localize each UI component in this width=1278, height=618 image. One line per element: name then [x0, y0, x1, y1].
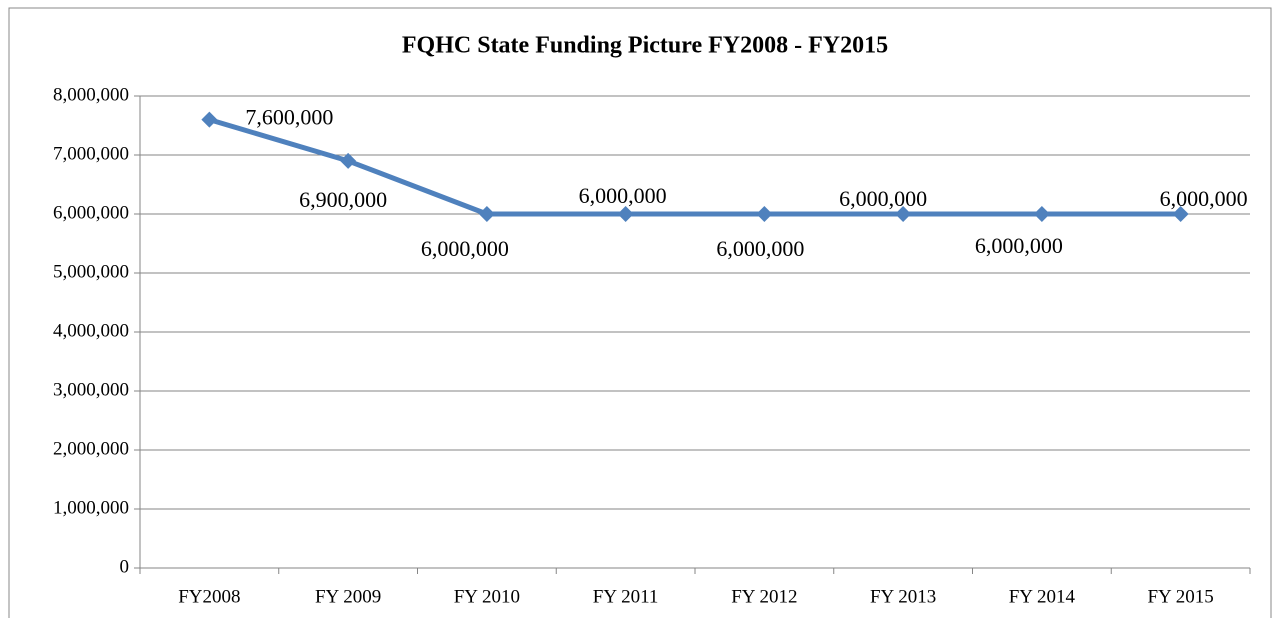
data-label: 6,000,000	[975, 233, 1063, 258]
marker	[201, 111, 218, 128]
marker	[1033, 206, 1050, 222]
x-tick-label: FY 2015	[1147, 586, 1213, 607]
marker	[1172, 206, 1189, 222]
y-tick-label: 4,000,000	[53, 320, 129, 341]
x-tick-label: FY 2010	[454, 586, 520, 607]
x-tick-label: FY 2013	[870, 586, 936, 607]
y-tick-label: 1,000,000	[53, 497, 129, 518]
marker	[756, 206, 773, 222]
marker	[617, 206, 634, 222]
data-label: 6,000,000	[421, 236, 509, 261]
data-label: 7,600,000	[245, 105, 333, 130]
y-tick-label: 7,000,000	[53, 143, 129, 164]
y-tick-label: 6,000,000	[53, 202, 129, 223]
y-tick-label: 5,000,000	[53, 261, 129, 282]
data-label: 6,000,000	[839, 186, 927, 211]
marker	[478, 206, 495, 222]
marker	[895, 206, 912, 222]
data-label: 6,000,000	[1160, 186, 1248, 211]
y-tick-label: 8,000,000	[53, 84, 129, 105]
y-tick-label: 2,000,000	[53, 438, 129, 459]
marker	[340, 152, 357, 169]
y-tick-label: 3,000,000	[53, 379, 129, 400]
x-tick-label: FY 2009	[315, 586, 381, 607]
x-tick-label: FY 2014	[1009, 586, 1076, 607]
x-tick-label: FY 2012	[731, 586, 797, 607]
series-line	[208, 117, 1181, 217]
chart-border	[8, 7, 1272, 618]
y-tick-label: 0	[120, 556, 130, 577]
chart-title: FQHC State Funding Picture FY2008 - FY20…	[402, 33, 888, 59]
data-label: 6,000,000	[579, 183, 667, 208]
x-tick-label: FY 2011	[593, 586, 659, 607]
x-tick-label: FY2008	[178, 586, 240, 607]
data-label: 6,900,000	[299, 187, 387, 212]
data-label: 6,000,000	[716, 236, 804, 261]
